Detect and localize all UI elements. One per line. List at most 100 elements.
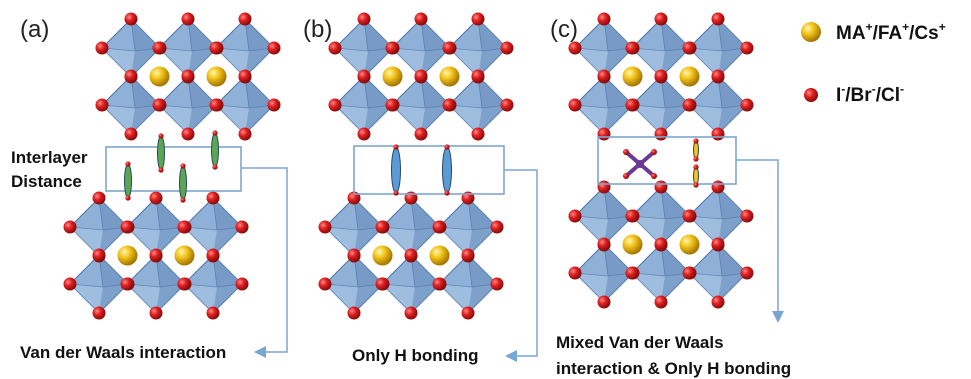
vdw-bond xyxy=(179,163,187,203)
interlayer-box-c xyxy=(597,136,737,185)
halide-atom xyxy=(267,41,281,55)
legend-anion-label: I-/Br-/Cl- xyxy=(836,82,904,106)
halide-atom xyxy=(654,69,668,83)
halide-atom xyxy=(568,266,582,280)
cation-atom xyxy=(622,234,643,255)
h-bond-small xyxy=(693,164,699,188)
halide-atom xyxy=(740,209,754,223)
octahedron xyxy=(438,254,498,314)
octahedron xyxy=(688,75,748,135)
cation-atom xyxy=(679,234,700,255)
halide-atom xyxy=(432,277,446,291)
cation-atom xyxy=(439,66,460,87)
octahedron xyxy=(574,186,634,246)
halide-atom xyxy=(461,306,475,320)
halide-atom xyxy=(471,12,485,26)
halide-atom xyxy=(597,237,611,251)
layer-c-bottom xyxy=(568,180,754,309)
halide-atom xyxy=(177,220,191,234)
halide-atom xyxy=(682,98,696,112)
layer-a-bottom xyxy=(63,191,249,320)
halide-atom xyxy=(654,180,668,194)
halide-atom xyxy=(414,69,428,83)
halide-atom xyxy=(682,41,696,55)
arrow-c xyxy=(736,159,784,323)
halide-atom xyxy=(149,248,163,262)
halide-atom xyxy=(328,98,342,112)
octahedron xyxy=(158,18,218,78)
octahedron xyxy=(69,197,129,257)
halide-atom xyxy=(347,306,361,320)
halide-atom xyxy=(347,248,361,262)
caption-mixed-line2: interaction & Only H bonding xyxy=(556,359,791,378)
halide-atom xyxy=(238,69,252,83)
octahedron xyxy=(381,197,441,257)
halide-atom xyxy=(385,98,399,112)
octahedron xyxy=(688,18,748,78)
cation-atom xyxy=(622,66,643,87)
arrow-a xyxy=(241,167,288,358)
halide-atom xyxy=(120,220,134,234)
cation-atom xyxy=(372,245,393,266)
vdw-bond xyxy=(211,130,219,170)
octahedron xyxy=(183,197,243,257)
halide-atom xyxy=(711,12,725,26)
halide-atom xyxy=(597,69,611,83)
halide-atom xyxy=(120,277,134,291)
halide-atom xyxy=(318,220,332,234)
halide-atom xyxy=(404,306,418,320)
halide-atom xyxy=(625,266,639,280)
octahedron xyxy=(574,75,634,135)
layer-b-top xyxy=(328,12,514,141)
halide-atom xyxy=(500,41,514,55)
halide-atom xyxy=(711,295,725,309)
octahedron xyxy=(438,197,498,257)
halide-atom xyxy=(414,12,428,26)
halide-atom xyxy=(597,127,611,141)
halide-atom xyxy=(206,248,220,262)
legend-anion-marker xyxy=(804,88,818,102)
halide-atom xyxy=(471,69,485,83)
halide-atom xyxy=(95,98,109,112)
halide-atom xyxy=(654,295,668,309)
halide-atom xyxy=(461,248,475,262)
halide-atom xyxy=(267,98,281,112)
halide-atom xyxy=(375,277,389,291)
halide-atom xyxy=(404,248,418,262)
cation-atom xyxy=(117,245,138,266)
cation-atom xyxy=(429,245,450,266)
octahedron xyxy=(688,243,748,303)
octahedron xyxy=(391,18,451,78)
halide-atom xyxy=(152,41,166,55)
octahedron xyxy=(101,75,161,135)
halide-atom xyxy=(625,41,639,55)
halide-atom xyxy=(206,191,220,205)
legend-cation-marker xyxy=(801,22,821,42)
cation-atom xyxy=(679,66,700,87)
halide-atom xyxy=(740,98,754,112)
halide-atom xyxy=(490,220,504,234)
octahedron xyxy=(448,75,508,135)
caption-h-bonding: Only H bonding xyxy=(352,346,479,365)
halide-atom xyxy=(432,220,446,234)
halide-atom xyxy=(318,277,332,291)
vdw-bond xyxy=(124,161,132,201)
octahedron xyxy=(391,75,451,135)
octahedron xyxy=(334,18,394,78)
halide-atom xyxy=(625,98,639,112)
octahedron xyxy=(448,18,508,78)
legend-cation-label: MA+/FA+/Cs+ xyxy=(836,20,946,44)
halide-atom xyxy=(375,220,389,234)
halide-atom xyxy=(568,41,582,55)
halide-atom xyxy=(63,277,77,291)
cation-atom xyxy=(149,66,170,87)
cation-atom xyxy=(382,66,403,87)
halide-atom xyxy=(357,12,371,26)
octahedron xyxy=(126,254,186,314)
panel-a-label: (a) xyxy=(20,16,49,43)
halide-atom xyxy=(206,306,220,320)
octahedron xyxy=(183,254,243,314)
interlayer-box-b xyxy=(353,145,505,195)
octahedron xyxy=(215,18,275,78)
